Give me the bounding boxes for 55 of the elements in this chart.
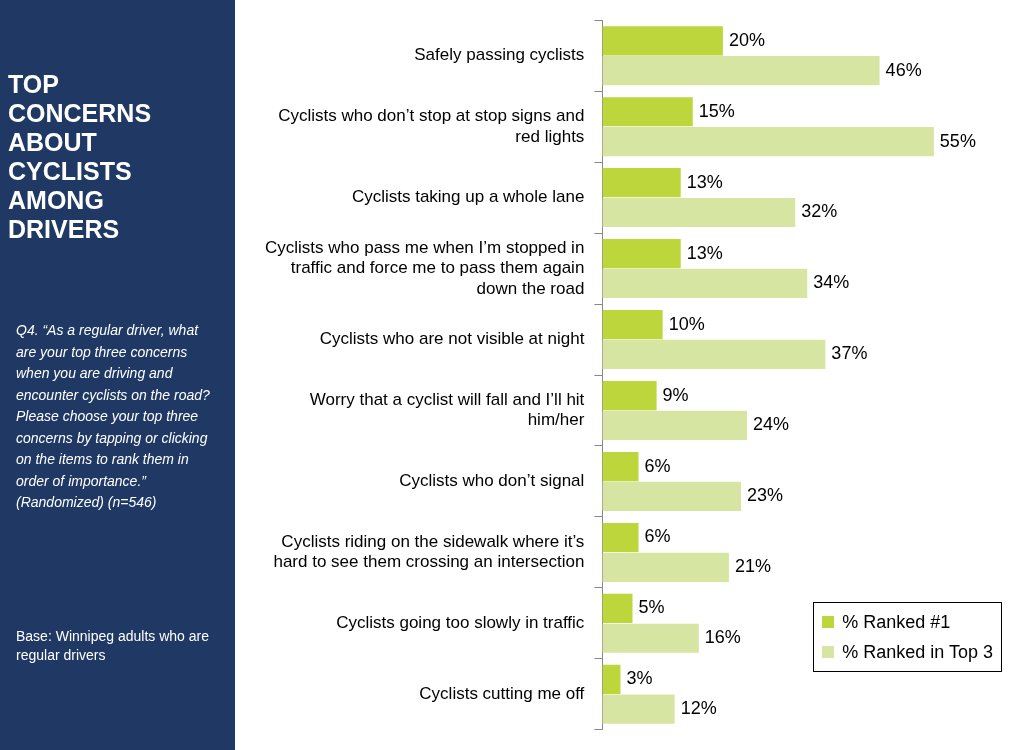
bar [602, 410, 748, 440]
y-tick-label: Cyclists taking up a whole lane [351, 187, 585, 207]
data-label: 13% [686, 171, 723, 192]
data-label: 9% [662, 384, 689, 405]
y-tick-label: Worry that a cyclist will fall and I’ll hit him/her [309, 389, 585, 430]
bar [602, 310, 663, 340]
y-tick-label: Safely passing cyclists [414, 45, 585, 65]
bar [602, 26, 723, 56]
bar [602, 197, 796, 228]
bar [602, 451, 639, 482]
bar [602, 694, 675, 724]
data-label: 24% [753, 414, 790, 435]
bar [602, 593, 633, 624]
y-tick-label: Cyclists who don’t signal [399, 471, 585, 491]
data-label: 10% [668, 313, 705, 334]
bar [602, 339, 826, 370]
data-label: 6% [644, 455, 671, 476]
bar [602, 380, 657, 411]
text: TOP CONCERNS ABOUT CYCLISTS AMONG DRIVERS [8, 70, 153, 244]
data-label: 21% [734, 556, 771, 577]
y-tick-label: Cyclists riding on the sidewalk where it’s hard to see them crossing an intersection [273, 531, 585, 572]
y-tick-label: Cyclists cutting me off [419, 684, 585, 704]
data-label: 3% [626, 668, 653, 689]
text: Base: Winnipeg adults who are regular drivers [16, 627, 210, 665]
data-label: 13% [686, 242, 723, 263]
bar [602, 268, 808, 299]
data-label: 55% [939, 130, 976, 151]
data-label: 37% [831, 343, 868, 364]
data-label: 16% [704, 627, 741, 648]
data-label: 5% [638, 597, 665, 618]
data-label: 46% [885, 59, 922, 80]
data-label: 23% [746, 485, 784, 506]
data-label: 20% [728, 29, 765, 50]
legend-label: % Ranked in Top 3 [842, 641, 993, 664]
text: Q4. “As a regular driver, what are your top three concerns when you are driving and encounter cyclists on the road? Please choose your top three concerns by tapping or clicking on the items to rank them in order of importance.” (Randomized) (n=546) [16, 322, 210, 510]
bar [602, 552, 729, 582]
bar [602, 239, 681, 269]
bar [602, 623, 699, 653]
y-tick-label: Cyclists who are not visible at night [319, 329, 585, 349]
bar [602, 481, 741, 511]
data-label: 34% [813, 272, 850, 293]
bar [602, 97, 693, 127]
y-tick-label: Cyclists going too slowly in traffic [336, 613, 585, 633]
data-label: 12% [680, 698, 717, 719]
bar [602, 664, 621, 695]
legend-label: % Ranked #1 [842, 611, 951, 634]
bar [602, 55, 880, 86]
bar [602, 168, 681, 198]
bar [602, 522, 639, 553]
bar [602, 126, 934, 157]
data-label: 6% [644, 526, 671, 547]
y-tick-label: Cyclists who don’t stop at stop signs and red lights [278, 106, 585, 146]
data-label: 32% [801, 201, 838, 222]
data-label: 15% [698, 100, 735, 121]
y-tick-label: Cyclists who pass me when I’m stopped in traffic and force me to pass them again down the road [265, 237, 585, 298]
